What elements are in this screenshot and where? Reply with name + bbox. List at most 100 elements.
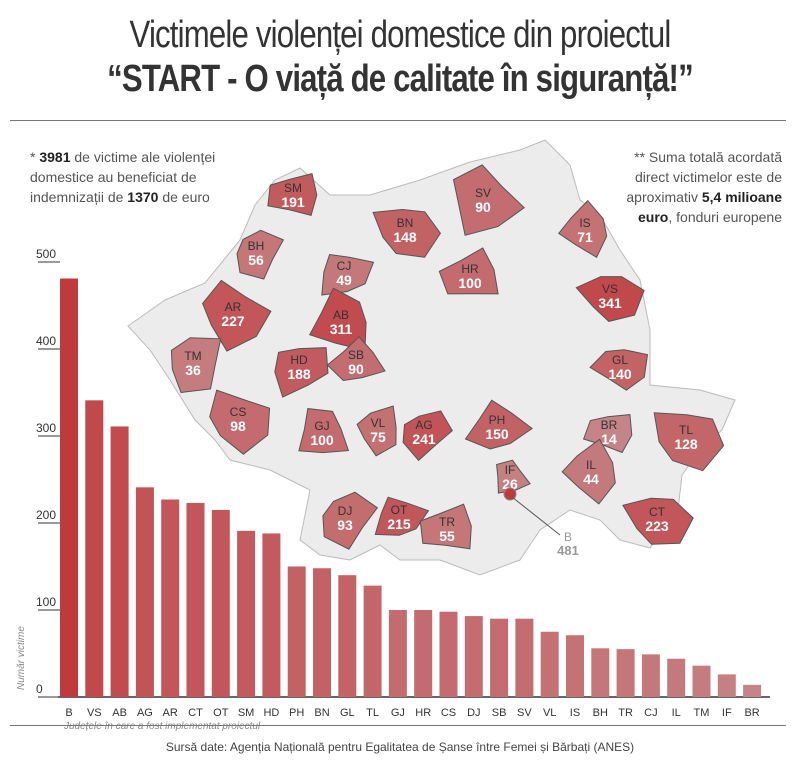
county-code-BR: BR xyxy=(601,418,618,432)
bar-BH xyxy=(591,648,610,697)
bar-AR xyxy=(161,499,180,697)
bar-SB xyxy=(490,618,509,697)
x-tick-label: VL xyxy=(543,707,556,719)
county-value-GL: 140 xyxy=(608,366,632,382)
county-code-HD: HD xyxy=(290,353,308,367)
county-shape-TM xyxy=(170,337,222,394)
x-tick-label: HD xyxy=(263,707,279,719)
x-tick-label: VS xyxy=(87,707,102,719)
county-value-HD: 188 xyxy=(287,366,311,382)
county-value-IS: 71 xyxy=(577,229,593,245)
bar-HD xyxy=(262,533,281,697)
county-code-HR: HR xyxy=(461,262,479,276)
county-value-B: 481 xyxy=(557,543,579,558)
x-tick-label: CJ xyxy=(644,707,657,719)
x-tick-label: PH xyxy=(289,707,304,719)
county-value-TM: 36 xyxy=(185,362,201,378)
bar-PH xyxy=(287,566,306,697)
county-shape-GL xyxy=(589,349,649,391)
county-shape-IL xyxy=(561,438,616,505)
bar-AG xyxy=(135,487,154,697)
county-code-CJ: CJ xyxy=(337,259,352,273)
x-tick-label: IL xyxy=(672,707,681,719)
county-value-BH: 56 xyxy=(248,252,264,268)
county-code-SV: SV xyxy=(475,186,491,200)
county-code-SM: SM xyxy=(284,181,302,195)
note-text: indemnizații de xyxy=(30,189,128,205)
county-value-AB: 311 xyxy=(330,321,353,337)
county-value-TL: 128 xyxy=(674,436,698,452)
x-tick-label: SB xyxy=(492,707,507,719)
county-code-VL: VL xyxy=(371,416,386,430)
bottom-divider xyxy=(10,725,786,726)
county-code-AR: AR xyxy=(225,300,242,314)
bar-BR xyxy=(743,684,762,697)
county-code-BN: BN xyxy=(397,216,414,230)
county-code-DJ: DJ xyxy=(338,504,353,518)
county-value-VS: 341 xyxy=(598,295,622,311)
county-value-DJ: 93 xyxy=(337,517,353,533)
x-tick-label: BR xyxy=(744,707,759,719)
county-shape-CS xyxy=(209,389,271,455)
county-code-SB: SB xyxy=(348,348,364,362)
county-code-AG: AG xyxy=(415,418,432,432)
county-shape-CT xyxy=(622,497,694,545)
county-code-IL: IL xyxy=(586,458,596,472)
x-tick-label: GJ xyxy=(391,707,405,719)
y-tick-label: 400 xyxy=(36,334,56,348)
x-tick-label: OT xyxy=(213,707,229,719)
title-line-2: “START - O viață de calitate în siguranț… xyxy=(107,58,694,100)
county-code-OT: OT xyxy=(391,503,408,517)
title-line-1: Victimele violenței domestice din proiec… xyxy=(129,14,672,56)
county-shape-TR xyxy=(419,503,472,550)
county-code-CT: CT xyxy=(649,505,666,519)
county-code-VS: VS xyxy=(602,282,618,296)
county-value-GJ: 100 xyxy=(310,432,334,448)
bar-TL xyxy=(363,585,382,697)
county-code-TM: TM xyxy=(184,349,201,363)
victim-count: 3981 xyxy=(39,149,71,165)
bar-OT xyxy=(211,509,230,697)
bar-IL xyxy=(667,658,686,697)
county-value-BN: 148 xyxy=(393,229,417,245)
county-code-IF: IF xyxy=(505,463,516,477)
county-code-B: B xyxy=(564,530,572,544)
y-tick-label: 100 xyxy=(36,595,56,609)
x-tick-label: IS xyxy=(570,707,580,719)
bar-CJ xyxy=(641,654,660,697)
county-value-CT: 223 xyxy=(645,518,669,534)
county-shape-VS xyxy=(575,276,645,322)
bar-IF xyxy=(717,674,736,697)
note-text: de euro xyxy=(158,189,210,205)
county-shape-IS xyxy=(557,199,608,259)
y-tick-label: 200 xyxy=(36,508,56,522)
county-code-AB: AB xyxy=(333,308,349,322)
county-shape-AB xyxy=(308,287,367,352)
x-tick-label: TM xyxy=(694,707,710,719)
county-shape-OT xyxy=(374,496,430,536)
note-text: direct victimelor este de xyxy=(634,169,782,185)
county-shape-B xyxy=(503,487,517,501)
x-tick-label: B xyxy=(65,707,72,719)
county-shape-PH xyxy=(464,399,533,450)
county-value-OT: 215 xyxy=(387,516,411,532)
note-text: , fonduri europene xyxy=(668,209,782,225)
note-text: aproximativ xyxy=(626,189,702,205)
x-tick-label: BH xyxy=(593,707,608,719)
note-text: ** Suma totală acordată xyxy=(634,149,782,165)
county-value-CS: 98 xyxy=(230,418,246,434)
x-tick-label: SM xyxy=(238,707,255,719)
bar-SV xyxy=(515,618,534,697)
x-tick-label: TL xyxy=(366,707,379,719)
county-value-BR: 14 xyxy=(601,431,617,447)
total-amount: 5,4 milioane xyxy=(701,189,782,205)
county-value-AR: 227 xyxy=(221,313,245,329)
county-code-CS: CS xyxy=(230,405,247,419)
y-axis-label: Număr victime xyxy=(16,626,27,690)
y-tick-label: 300 xyxy=(36,421,56,435)
note-left: * 3981 de victime ale violenței domestic… xyxy=(30,147,215,207)
x-tick-label: AB xyxy=(112,707,127,719)
county-code-BH: BH xyxy=(248,239,265,253)
